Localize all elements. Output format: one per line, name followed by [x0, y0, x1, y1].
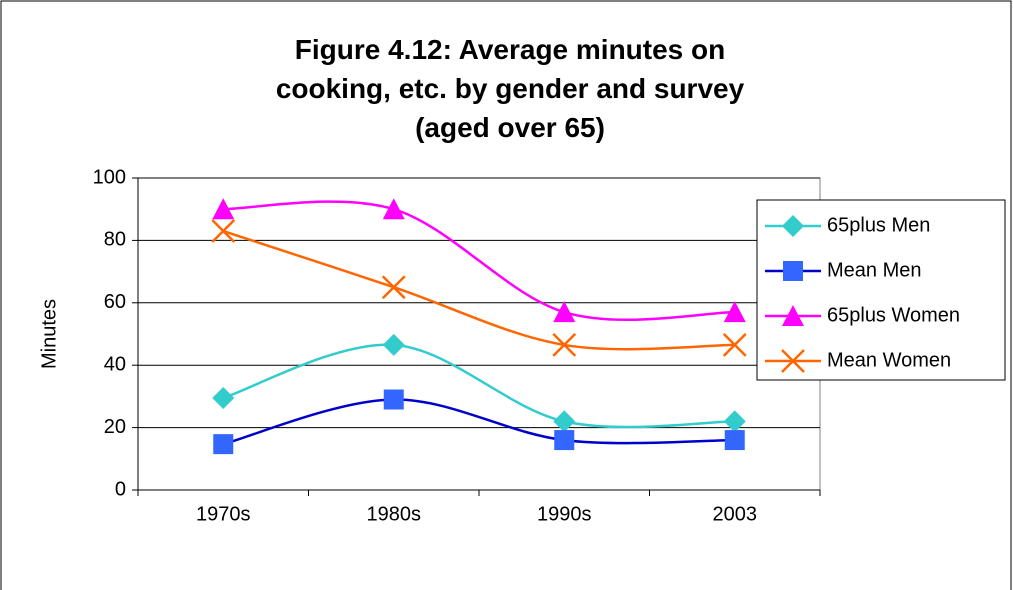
y-tick-label: 80 [104, 229, 126, 251]
x-tick-label: 2003 [713, 503, 758, 525]
marker [553, 410, 576, 433]
legend-marker [781, 349, 805, 373]
marker [381, 275, 406, 300]
marker [723, 301, 746, 323]
x-tick-label: 1970s [196, 503, 251, 525]
marker [554, 430, 575, 451]
series-line [222, 398, 735, 446]
marker [723, 410, 746, 433]
x-tick-label: 1980s [367, 503, 422, 525]
series-line [223, 200, 735, 322]
y-tick-label: 20 [104, 416, 126, 438]
marker [382, 198, 405, 220]
marker [212, 198, 235, 220]
legend-marker [782, 305, 804, 326]
legend-label: 65plus Men [827, 214, 930, 236]
y-tick-label: 100 [93, 166, 126, 188]
plot-area [137, 177, 821, 491]
marker [553, 301, 576, 323]
marker [211, 219, 236, 243]
x-tick-label: 1990s [537, 503, 592, 525]
y-axis-label: Minutes [38, 299, 60, 369]
marker [724, 430, 745, 451]
marker [552, 333, 577, 357]
marker [382, 333, 405, 356]
series-line [222, 229, 735, 351]
series-line [222, 343, 735, 429]
y-tick-label: 60 [104, 291, 126, 313]
marker [722, 333, 747, 357]
marker [213, 434, 234, 455]
y-tick-label: 0 [115, 478, 126, 500]
marker [383, 389, 404, 410]
marker [212, 386, 235, 409]
legend-marker [782, 215, 804, 237]
legend-label: Mean Women [827, 349, 951, 371]
legend-marker [783, 261, 803, 281]
legend-label: Mean Men [827, 259, 922, 281]
legend-label: 65plus Women [827, 304, 960, 326]
chart-title: Figure 4.12: Average minutes on cooking,… [275, 34, 745, 143]
y-tick-label: 40 [104, 353, 126, 375]
